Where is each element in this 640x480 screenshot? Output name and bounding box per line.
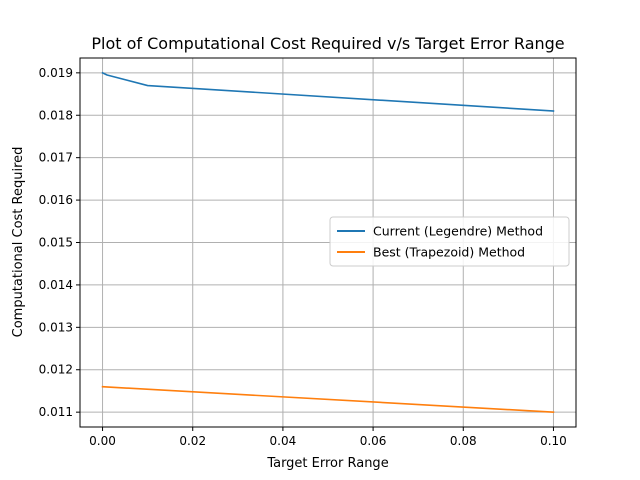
x-tick-label: 0.04: [270, 434, 297, 448]
legend: Current (Legendre) Method Best (Trapezoi…: [329, 216, 570, 267]
y-tick-label: 0.016: [39, 193, 73, 207]
series-line-trapezoid: [101, 385, 555, 414]
y-tick-label: 0.013: [39, 320, 73, 334]
y-tick-label: 0.017: [39, 151, 73, 165]
legend-label-legendre: Current (Legendre) Method: [373, 224, 543, 239]
x-tick-label: 0.02: [179, 434, 206, 448]
y-tick-label: 0.019: [39, 66, 73, 80]
x-tick-label: 0.10: [540, 434, 567, 448]
x-axis-ticks: 0.00 0.02 0.04 0.06 0.08 0.10: [89, 427, 567, 448]
y-tick-label: 0.018: [39, 108, 73, 122]
x-tick-label: 0.06: [360, 434, 387, 448]
x-axis-label: Target Error Range: [266, 456, 388, 471]
y-tick-label: 0.012: [39, 363, 73, 377]
legend-box: [329, 216, 570, 267]
y-tick-label: 0.011: [39, 405, 73, 419]
x-tick-label: 0.08: [450, 434, 477, 448]
legend-label-trapezoid: Best (Trapezoid) Method: [373, 245, 525, 260]
series-line-legendre: [101, 71, 555, 112]
y-axis-ticks: 0.011 0.012 0.013 0.014 0.015 0.016 0.017 0.018…: [39, 66, 80, 419]
chart-title: Plot of Computational Cost Required v/s …: [91, 34, 564, 53]
series-lines: [101, 71, 555, 414]
y-tick-label: 0.015: [39, 236, 73, 250]
x-tick-label: 0.00: [89, 434, 116, 448]
y-tick-label: 0.014: [39, 278, 73, 292]
y-axis-label: Computational Cost Required: [11, 147, 26, 338]
